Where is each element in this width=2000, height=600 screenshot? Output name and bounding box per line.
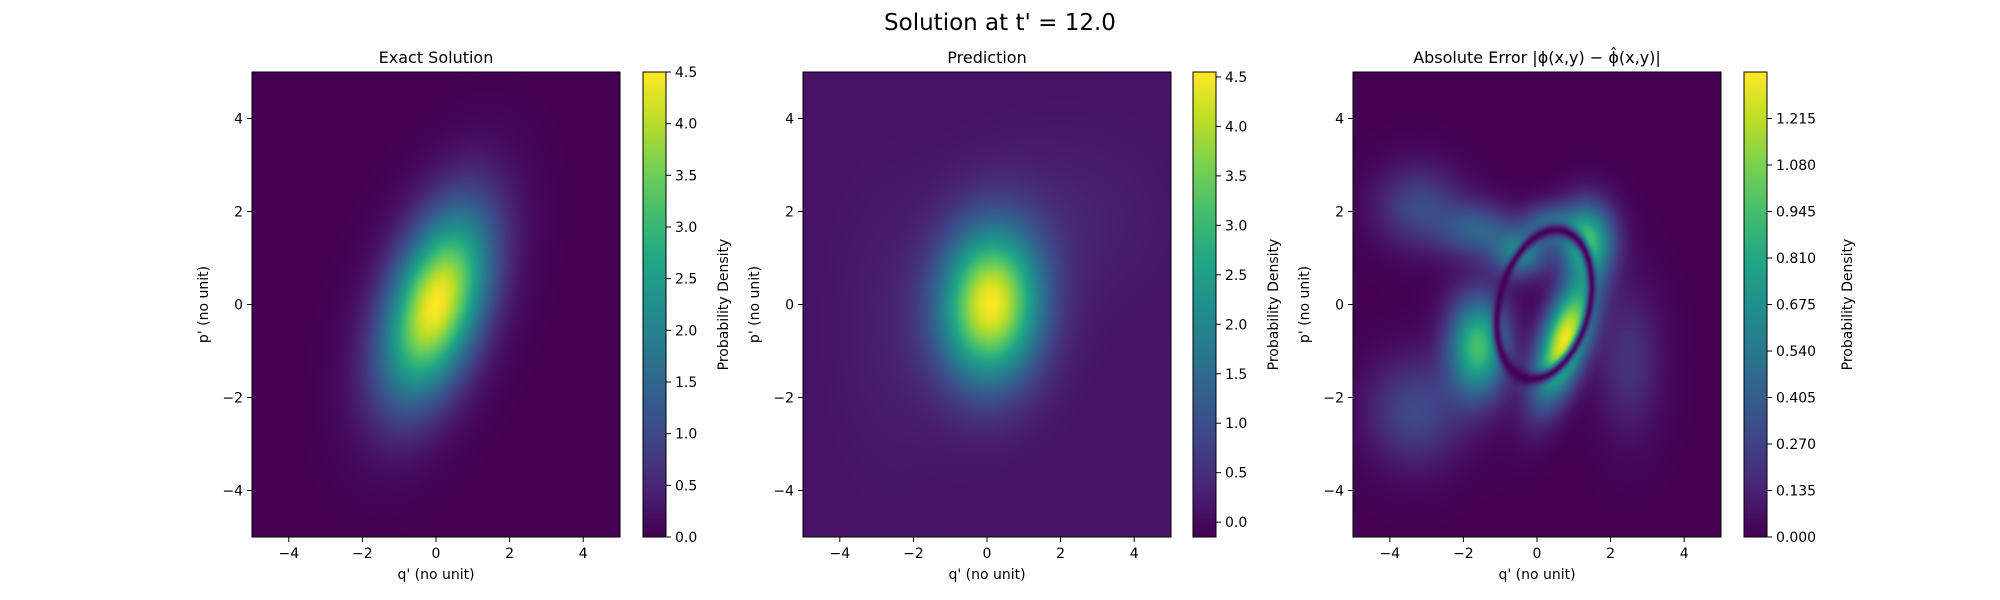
colorbar-tick-label: 2.5	[675, 272, 697, 288]
colorbar-tick-label: 3.5	[1225, 169, 1247, 185]
colorbar-tick-label: 0.810	[1776, 251, 1816, 267]
y-tick-label: 2	[234, 205, 243, 221]
y-axis-label: p' (no unit)	[196, 266, 212, 343]
y-tick-label: 4	[234, 112, 243, 128]
x-tick-label: 2	[505, 546, 514, 562]
subplot-title: Exact Solution	[379, 48, 494, 67]
colorbar-tick-label: 0.135	[1776, 484, 1816, 500]
x-tick-label: −4	[278, 546, 299, 562]
colorbar-tick-label: 0.0	[1225, 515, 1247, 531]
colorbar-frame	[1192, 71, 1217, 538]
y-tick-label: −4	[1323, 484, 1344, 500]
colorbar-gradient	[643, 72, 666, 537]
colorbar-tick-label: 4.0	[1225, 119, 1247, 135]
figure-suptitle: Solution at t' = 12.0	[884, 10, 1116, 36]
colorbar-tick-label: 3.0	[675, 220, 697, 236]
colorbar-tick-label: 0.000	[1776, 530, 1816, 546]
x-tick-label: −4	[829, 546, 850, 562]
colorbar-tick-label: 1.080	[1776, 158, 1816, 174]
colorbar-label: Probability Density	[1266, 239, 1282, 371]
heatmap-image	[252, 72, 620, 537]
colorbar-tick-label: 3.5	[675, 168, 697, 184]
x-tick-label: −2	[1453, 546, 1474, 562]
y-tick-label: 0	[785, 298, 794, 314]
colorbar-gradient	[1193, 72, 1216, 537]
colorbar-tick-label: 3.0	[1225, 218, 1247, 234]
colorbar-tick-label: 4.0	[675, 117, 697, 133]
colorbar-tick-label: 0.5	[675, 478, 697, 494]
colorbar: 0.000 0.135 0.270 0.405 0.540 0.675 0.810 0.945…	[1743, 71, 1856, 546]
colorbar-tick-label: 2.0	[675, 323, 697, 339]
subplot-title: Absolute Error |ϕ(x,y) − ϕ̂(x,y)|	[1413, 47, 1661, 67]
x-tick-label: 2	[1606, 546, 1615, 562]
x-axis-label: q' (no unit)	[397, 567, 474, 583]
x-tick-label: 0	[983, 546, 992, 562]
colorbar-tick-label: 1.215	[1776, 112, 1816, 128]
subplot-3: Absolute Error |ϕ(x,y) − ϕ̂(x,y)| −4 −2 0 2 4…	[1297, 47, 1856, 583]
x-axis-label: q' (no unit)	[1498, 567, 1575, 583]
colorbar: 0.0 0.5 1.0 1.5 2.0 2.5 3.0 3.5 4.0 4.5 Probabilit…	[642, 65, 732, 546]
colorbar-tick-label: 0.405	[1776, 391, 1816, 407]
x-tick-label: 4	[1130, 546, 1139, 562]
y-tick-label: 2	[1335, 205, 1344, 221]
y-tick-label: −4	[222, 484, 243, 500]
colorbar: 0.0 0.5 1.0 1.5 2.0 2.5 3.0 3.5 4.0 4.5 Probabilit…	[1192, 70, 1282, 538]
colorbar-tick-label: 2.0	[1225, 317, 1247, 333]
x-tick-label: 2	[1056, 546, 1065, 562]
x-tick-label: 4	[579, 546, 588, 562]
colorbar-tick-label: 0.540	[1776, 344, 1816, 360]
x-tick-label: 0	[1533, 546, 1542, 562]
y-axis-label: p' (no unit)	[1297, 266, 1313, 343]
colorbar-frame	[642, 71, 667, 538]
colorbar-tick-label: 0.5	[1225, 466, 1247, 482]
y-tick-label: 4	[785, 112, 794, 128]
colorbar-tick-label: 1.5	[1225, 367, 1247, 383]
x-tick-label: 4	[1680, 546, 1689, 562]
x-tick-label: 0	[432, 546, 441, 562]
colorbar-label: Probability Density	[1840, 239, 1856, 371]
x-tick-label: −2	[903, 546, 924, 562]
colorbar-tick-label: 0.0	[675, 530, 697, 546]
y-tick-label: −2	[222, 391, 243, 407]
colorbar-tick-label: 4.5	[675, 65, 697, 81]
y-tick-label: −4	[773, 484, 794, 500]
subplot-2: Prediction −4 −2 0 2 4 −4 −2 0 2 4 q' (no unit) p' (…	[747, 48, 1282, 583]
colorbar-tick-label: 4.5	[1225, 70, 1247, 86]
colorbar-tick-label: 0.675	[1776, 298, 1816, 314]
y-tick-label: −2	[1323, 391, 1344, 407]
y-tick-label: −2	[773, 391, 794, 407]
x-tick-label: −2	[352, 546, 373, 562]
x-axis-label: q' (no unit)	[948, 567, 1025, 583]
x-tick-label: −4	[1379, 546, 1400, 562]
y-tick-label: 4	[1335, 112, 1344, 128]
colorbar-tick-label: 1.0	[675, 427, 697, 443]
colorbar-tick-label: 1.0	[1225, 416, 1247, 432]
subplot-1: Exact Solution −4 −2 0 2 4 −4 −2 0 2 4 q' (no unit)…	[196, 48, 732, 583]
heatmap-image	[803, 72, 1171, 537]
colorbar-tick-label: 0.945	[1776, 205, 1816, 221]
y-axis-label: p' (no unit)	[747, 266, 763, 343]
heatmap-image	[1353, 72, 1721, 537]
colorbar-tick-label: 0.270	[1776, 437, 1816, 453]
colorbar-gradient	[1744, 72, 1767, 537]
y-tick-label: 0	[234, 298, 243, 314]
colorbar-tick-label: 2.5	[1225, 268, 1247, 284]
colorbar-label: Probability Density	[716, 239, 732, 371]
y-tick-label: 0	[1335, 298, 1344, 314]
subplot-title: Prediction	[947, 48, 1026, 67]
colorbar-tick-label: 1.5	[675, 375, 697, 391]
y-tick-label: 2	[785, 205, 794, 221]
